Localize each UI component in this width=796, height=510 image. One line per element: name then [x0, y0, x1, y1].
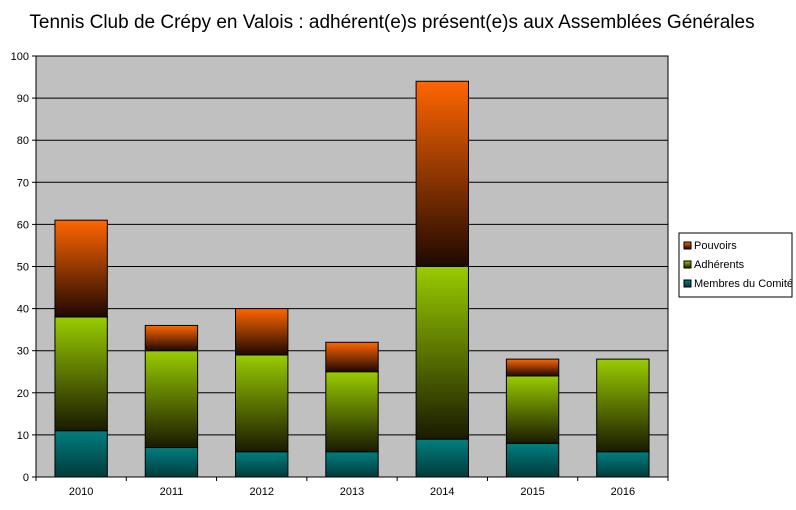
- bar-pouvoirs-2013: [325, 341, 379, 373]
- legend-swatch-membres-du-comite: [683, 279, 692, 288]
- legend-swatch-pouvoirs: [683, 241, 692, 250]
- y-tick-label: 50: [17, 262, 29, 274]
- y-tick-label: 70: [17, 177, 29, 189]
- y-tick-label: 90: [17, 93, 29, 105]
- bar-pouvoirs-2010: [54, 219, 108, 318]
- x-tick-label: 2011: [160, 486, 184, 498]
- y-tick-label: 40: [17, 304, 29, 316]
- x-tick-label: 2010: [69, 486, 93, 498]
- bar-pouvoirs-2011: [144, 324, 199, 352]
- legend: Pouvoirs Adhérents Membres du Comité: [678, 232, 793, 298]
- bar-membres-du-comite-2014: [415, 438, 469, 478]
- x-tick-label: 2015: [520, 486, 544, 498]
- legend-label-membres-du-comite: Membres du Comité: [694, 278, 793, 290]
- bar-adherents-2015: [505, 375, 560, 444]
- x-tick-label: 2014: [430, 486, 454, 498]
- bar-membres-du-comite-2015: [505, 442, 560, 478]
- legend-label-pouvoirs: Pouvoirs: [694, 240, 737, 252]
- y-tick-label: 10: [17, 430, 29, 442]
- bar-pouvoirs-2012: [235, 308, 289, 356]
- bar-adherents-2014: [415, 266, 469, 440]
- x-tick-label: 2012: [249, 486, 273, 498]
- plot-area: 0 10 20 30 40 50 60 70 80 90 100 2010 2011 2012 2013 20…: [11, 51, 669, 498]
- bar-pouvoirs-2015: [505, 358, 560, 377]
- bar-adherents-2012: [235, 354, 289, 453]
- bar-adherents-2016: [596, 358, 650, 453]
- legend-swatch-adherents: [683, 260, 692, 269]
- legend-label-adherents: Adhérents: [694, 259, 745, 271]
- bar-membres-du-comite-2013: [325, 451, 379, 478]
- legend-box: [678, 232, 793, 298]
- bar-membres-du-comite-2011: [144, 447, 199, 478]
- y-tick-label: 0: [23, 472, 29, 484]
- y-tick-label: 20: [17, 388, 29, 400]
- y-tick-label: 80: [17, 135, 29, 147]
- y-tick-label: 30: [17, 346, 29, 358]
- chart-title: Tennis Club de Crépy en Valois : adhéren…: [29, 12, 754, 33]
- y-tick-label: 60: [17, 219, 29, 231]
- bar-adherents-2011: [144, 350, 199, 449]
- bar-membres-du-comite-2012: [235, 451, 289, 478]
- bar-membres-du-comite-2010: [54, 430, 108, 478]
- y-tick-label: 100: [11, 51, 29, 63]
- x-tick-label: 2016: [611, 486, 635, 498]
- bar-pouvoirs-2014: [415, 80, 469, 268]
- x-tick-label: 2013: [340, 486, 364, 498]
- bar-adherents-2013: [325, 371, 379, 453]
- bar-membres-du-comite-2016: [596, 451, 650, 478]
- bar-adherents-2010: [54, 316, 108, 432]
